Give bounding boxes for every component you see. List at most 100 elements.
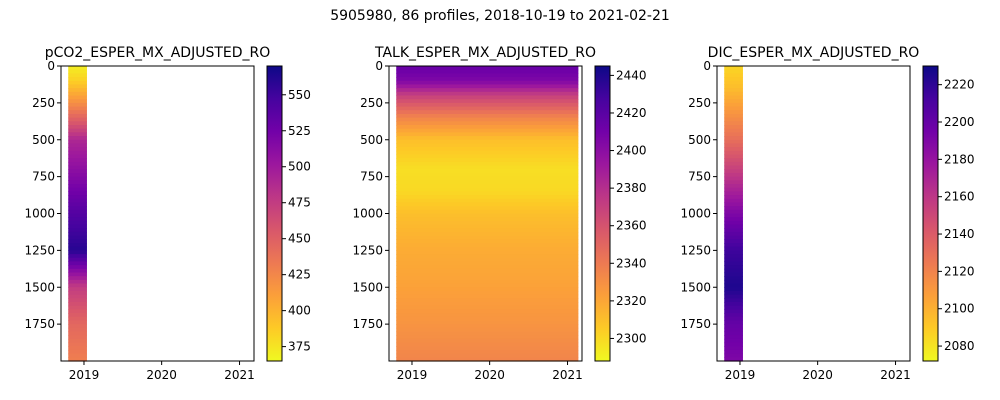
heatmap-cell xyxy=(396,209,579,215)
heatmap-cell xyxy=(396,161,579,167)
heatmap-cell xyxy=(68,95,87,100)
heatmap-cell xyxy=(724,198,743,204)
heatmap-cell xyxy=(396,73,579,78)
heatmap-cell xyxy=(724,217,743,222)
heatmap-cell xyxy=(68,287,87,292)
heatmap-cell xyxy=(724,154,743,159)
heatmap-cell xyxy=(724,283,743,288)
x-tick-label: 2019 xyxy=(397,368,428,382)
heatmap-cell xyxy=(68,172,87,178)
heatmap-cell xyxy=(396,331,579,336)
heatmap-cell xyxy=(68,91,87,97)
heatmap-cell xyxy=(724,169,743,174)
y-tick-label: 500 xyxy=(32,133,55,147)
y-tick-label: 250 xyxy=(688,96,711,110)
heatmap-cell xyxy=(396,342,579,347)
heatmap-cell xyxy=(68,250,87,255)
heatmap-cell xyxy=(724,88,743,93)
heatmap-cell xyxy=(724,272,743,277)
heatmap-cell xyxy=(68,353,87,358)
heatmap-cell xyxy=(724,66,743,71)
colorbar-tick-label: 2400 xyxy=(616,144,647,158)
heatmap-cell xyxy=(396,357,579,362)
x-tick-label: 2020 xyxy=(146,368,177,382)
heatmap-cell xyxy=(68,77,87,82)
heatmap-cell xyxy=(68,102,87,108)
heatmap-cell xyxy=(724,316,743,322)
heatmap-cell xyxy=(396,305,579,310)
heatmap-cell xyxy=(396,265,579,270)
heatmap-cell xyxy=(396,88,579,93)
heatmap-cell xyxy=(724,180,743,185)
heatmap-cell xyxy=(68,309,87,314)
colorbar-tick-label: 2440 xyxy=(616,68,647,82)
y-tick-label: 1500 xyxy=(24,280,55,294)
heatmap-cell xyxy=(396,257,579,263)
heatmap-cell xyxy=(396,106,579,111)
heatmap-cell xyxy=(68,99,87,104)
heatmap-cell xyxy=(724,342,743,347)
colorbar-tick-label: 475 xyxy=(288,196,311,210)
heatmap-cell xyxy=(724,117,743,122)
colorbar xyxy=(922,65,939,362)
heatmap-cell xyxy=(724,209,743,215)
heatmap-cell xyxy=(396,128,579,133)
x-tick-label: 2020 xyxy=(802,368,833,382)
heatmap-cell xyxy=(68,202,87,207)
heatmap-cell xyxy=(724,176,743,181)
panel-1: pCO2_ESPER_MX_ADJUSTED_RO0 250 500 750 1000 1… xyxy=(24,45,310,382)
y-tick-label: 1000 xyxy=(24,207,55,221)
colorbar xyxy=(266,65,283,362)
heatmap-cell xyxy=(68,342,87,347)
heatmap-cell xyxy=(396,169,579,174)
colorbar-tick-label: 2080 xyxy=(944,339,975,353)
heatmap-cell xyxy=(396,324,579,329)
heatmap-cell xyxy=(396,294,579,299)
colorbar-tick-label: 2100 xyxy=(944,302,975,316)
heatmap-cell xyxy=(396,84,579,89)
x-tick-label: 2019 xyxy=(725,368,756,382)
y-tick-label: 1500 xyxy=(352,280,383,294)
heatmap-cell xyxy=(68,165,87,170)
colorbar-tick-label: 2180 xyxy=(944,152,975,166)
colorbar-tick-label: 2420 xyxy=(616,106,647,120)
y-tick-label: 0 xyxy=(375,59,383,73)
heatmap-cell xyxy=(396,298,579,303)
heatmap-cell xyxy=(68,150,87,156)
heatmap-cell xyxy=(68,316,87,322)
heatmap-cell xyxy=(396,231,579,237)
heatmap-cell xyxy=(724,165,743,170)
heatmap-cell xyxy=(68,224,87,229)
heatmap-cell xyxy=(724,73,743,78)
heatmap-cell xyxy=(724,206,743,211)
heatmap-cell xyxy=(396,191,579,196)
x-tick-label: 2021 xyxy=(880,368,911,382)
heatmap-cell xyxy=(724,191,743,196)
heatmap-cell xyxy=(68,290,87,296)
panel-title: pCO2_ESPER_MX_ADJUSTED_RO xyxy=(45,45,271,61)
heatmap-cell xyxy=(68,346,87,351)
heatmap-cell xyxy=(724,139,743,145)
heatmap-cell xyxy=(396,180,579,185)
x-tick-label: 2021 xyxy=(224,368,255,382)
heatmap-cell xyxy=(68,261,87,266)
colorbar-tick-label: 2120 xyxy=(944,264,975,278)
y-tick-label: 1000 xyxy=(680,207,711,221)
heatmap-cell xyxy=(396,261,579,266)
heatmap-cell xyxy=(724,228,743,233)
heatmap-cell xyxy=(68,80,87,86)
heatmap-cell xyxy=(68,320,87,325)
heatmap-cell xyxy=(724,235,743,240)
heatmap-cell xyxy=(396,346,579,351)
heatmap-cell xyxy=(396,276,579,281)
heatmap-cell xyxy=(724,125,743,130)
heatmap-cell xyxy=(68,239,87,244)
heatmap-cell xyxy=(396,80,579,86)
heatmap-cell xyxy=(396,217,579,222)
heatmap-cell xyxy=(396,136,579,141)
heatmap-cell xyxy=(68,136,87,141)
heatmap-cell xyxy=(68,302,87,307)
colorbar-tick-label: 2380 xyxy=(616,181,647,195)
heatmap-cell xyxy=(724,335,743,340)
heatmap-cell xyxy=(68,161,87,167)
